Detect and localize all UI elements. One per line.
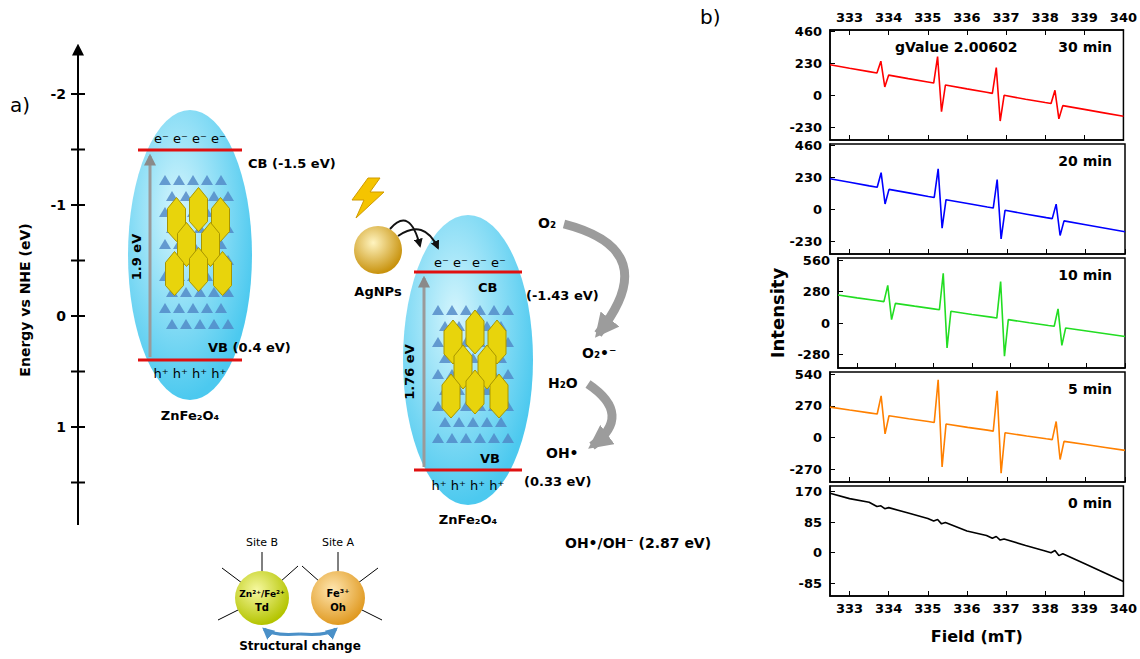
svg-text:VB: VB — [480, 451, 500, 466]
svg-text:336: 336 — [953, 601, 980, 616]
svg-text:CB (-1.5 eV): CB (-1.5 eV) — [248, 156, 336, 171]
svg-text:338: 338 — [1032, 601, 1059, 616]
svg-text:(-1.43 eV): (-1.43 eV) — [526, 288, 599, 303]
svg-text:-280: -280 — [797, 347, 830, 362]
svg-text:ZnFe₂O₄: ZnFe₂O₄ — [161, 408, 220, 423]
svg-text:Field (mT): Field (mT) — [931, 627, 1023, 646]
svg-text:CB: CB — [478, 280, 497, 295]
svg-text:335: 335 — [914, 601, 941, 616]
svg-text:335: 335 — [914, 10, 941, 25]
svg-text:AgNPs: AgNPs — [354, 284, 402, 299]
svg-text:20 min: 20 min — [1058, 153, 1112, 169]
svg-text:340: 340 — [1110, 10, 1137, 25]
svg-text:0: 0 — [56, 308, 66, 324]
svg-text:Site A: Site A — [322, 536, 355, 549]
svg-text:0 min: 0 min — [1068, 495, 1112, 511]
svg-text:h⁺ h⁺ h⁺ h⁺: h⁺ h⁺ h⁺ h⁺ — [154, 366, 227, 381]
svg-text:337: 337 — [992, 10, 1019, 25]
svg-text:1: 1 — [56, 419, 66, 435]
svg-text:Intensity: Intensity — [767, 268, 788, 359]
svg-text:540: 540 — [795, 367, 822, 382]
svg-text:-1: -1 — [50, 197, 66, 213]
svg-text:460: 460 — [795, 138, 822, 153]
svg-text:1.9 eV: 1.9 eV — [129, 234, 144, 280]
svg-text:a): a) — [10, 93, 30, 117]
svg-text:0: 0 — [813, 202, 822, 217]
svg-text:OH•/OH⁻ (2.87 eV): OH•/OH⁻ (2.87 eV) — [565, 535, 711, 551]
svg-text:Fe³⁺: Fe³⁺ — [327, 588, 350, 599]
svg-text:Energy vs NHE (eV): Energy vs NHE (eV) — [17, 223, 33, 376]
svg-text:-230: -230 — [789, 120, 822, 135]
svg-text:OH•: OH• — [546, 445, 579, 461]
svg-text:280: 280 — [803, 284, 830, 299]
svg-text:0: 0 — [813, 88, 822, 103]
svg-text:-230: -230 — [789, 234, 822, 249]
svg-text:Zn²⁺/Fe²⁺: Zn²⁺/Fe²⁺ — [239, 589, 285, 599]
svg-text:-2: -2 — [50, 86, 66, 102]
svg-text:Oh: Oh — [330, 602, 346, 613]
svg-text:170: 170 — [795, 484, 822, 499]
svg-text:270: 270 — [795, 398, 822, 413]
svg-text:ZnFe₂O₄: ZnFe₂O₄ — [439, 512, 498, 527]
svg-text:-270: -270 — [789, 462, 822, 477]
svg-text:10 min: 10 min — [1058, 267, 1112, 283]
svg-text:460: 460 — [795, 24, 822, 39]
svg-text:5 min: 5 min — [1068, 381, 1112, 397]
svg-text:333: 333 — [836, 10, 863, 25]
svg-text:Site B: Site B — [246, 536, 278, 549]
svg-text:0: 0 — [813, 545, 822, 560]
svg-text:0: 0 — [821, 316, 830, 331]
svg-text:337: 337 — [992, 601, 1019, 616]
svg-text:e⁻ e⁻ e⁻ e⁻: e⁻ e⁻ e⁻ e⁻ — [434, 255, 506, 270]
svg-text:O₂: O₂ — [538, 215, 556, 231]
svg-text:30 min: 30 min — [1058, 39, 1112, 55]
svg-text:336: 336 — [953, 10, 980, 25]
svg-text:h⁺ h⁺ h⁺ h⁺: h⁺ h⁺ h⁺ h⁺ — [432, 478, 505, 493]
svg-text:b): b) — [700, 5, 721, 29]
svg-text:(0.33 eV): (0.33 eV) — [524, 474, 591, 489]
svg-text:1.76 eV: 1.76 eV — [402, 344, 417, 399]
svg-text:Td: Td — [255, 602, 269, 613]
svg-text:H₂O: H₂O — [548, 375, 578, 391]
svg-text:338: 338 — [1032, 10, 1059, 25]
svg-text:339: 339 — [1071, 601, 1098, 616]
svg-text:gValue 2.00602: gValue 2.00602 — [895, 39, 1017, 55]
svg-text:230: 230 — [795, 170, 822, 185]
svg-text:Structural change: Structural change — [239, 639, 361, 653]
svg-text:-85: -85 — [799, 576, 823, 591]
svg-text:339: 339 — [1071, 10, 1098, 25]
svg-text:O₂•⁻: O₂•⁻ — [582, 345, 616, 361]
svg-text:85: 85 — [804, 515, 822, 530]
svg-text:230: 230 — [795, 56, 822, 71]
svg-text:VB (0.4 eV): VB (0.4 eV) — [208, 340, 291, 355]
svg-text:334: 334 — [875, 10, 902, 25]
svg-text:334: 334 — [875, 601, 902, 616]
svg-text:560: 560 — [803, 253, 830, 268]
svg-text:340: 340 — [1110, 601, 1137, 616]
svg-text:0: 0 — [813, 430, 822, 445]
svg-text:333: 333 — [836, 601, 863, 616]
svg-text:e⁻ e⁻ e⁻ e⁻: e⁻ e⁻ e⁻ e⁻ — [154, 131, 226, 146]
